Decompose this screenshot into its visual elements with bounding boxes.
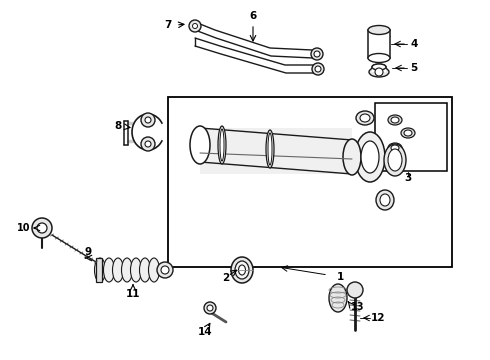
Circle shape	[193, 23, 197, 28]
Ellipse shape	[380, 194, 390, 206]
Circle shape	[157, 262, 173, 278]
Ellipse shape	[122, 258, 132, 282]
Ellipse shape	[218, 126, 226, 164]
Ellipse shape	[356, 111, 374, 125]
Ellipse shape	[372, 64, 386, 70]
Text: 10: 10	[17, 223, 31, 233]
Ellipse shape	[268, 133, 272, 165]
Ellipse shape	[355, 132, 385, 182]
Circle shape	[375, 68, 383, 76]
Text: 9: 9	[84, 247, 92, 257]
Ellipse shape	[369, 67, 389, 77]
Text: 4: 4	[410, 39, 417, 49]
Ellipse shape	[376, 190, 394, 210]
Ellipse shape	[368, 26, 390, 35]
Ellipse shape	[231, 257, 253, 283]
Circle shape	[32, 218, 52, 238]
Ellipse shape	[148, 258, 160, 282]
Circle shape	[141, 137, 155, 151]
Text: 14: 14	[197, 327, 212, 337]
Circle shape	[207, 305, 213, 311]
Bar	[372, 67, 386, 72]
Ellipse shape	[140, 258, 150, 282]
Circle shape	[145, 117, 151, 123]
Text: 2: 2	[222, 273, 230, 283]
Ellipse shape	[239, 265, 245, 275]
Ellipse shape	[95, 258, 105, 282]
Ellipse shape	[368, 54, 390, 63]
Bar	[375, 103, 447, 171]
Text: 8: 8	[114, 121, 122, 131]
Text: 1: 1	[336, 272, 343, 282]
Ellipse shape	[401, 128, 415, 138]
Ellipse shape	[361, 141, 379, 173]
Bar	[168, 97, 452, 267]
Ellipse shape	[391, 117, 399, 123]
Circle shape	[204, 302, 216, 314]
Circle shape	[141, 113, 155, 127]
Circle shape	[347, 282, 363, 298]
Circle shape	[161, 266, 169, 274]
Ellipse shape	[391, 145, 399, 151]
Circle shape	[315, 66, 321, 72]
Ellipse shape	[384, 144, 406, 176]
Ellipse shape	[372, 64, 386, 70]
Bar	[96, 258, 102, 282]
Ellipse shape	[130, 258, 142, 282]
Ellipse shape	[235, 261, 249, 279]
Circle shape	[189, 20, 201, 32]
Text: 11: 11	[126, 289, 140, 299]
Circle shape	[312, 63, 324, 75]
Ellipse shape	[266, 130, 274, 168]
Text: 3: 3	[404, 173, 412, 183]
Ellipse shape	[329, 284, 347, 312]
Ellipse shape	[190, 126, 210, 164]
Circle shape	[314, 51, 320, 57]
Circle shape	[37, 223, 47, 233]
Ellipse shape	[360, 114, 370, 122]
Ellipse shape	[388, 115, 402, 125]
Ellipse shape	[113, 258, 123, 282]
Bar	[200, 128, 352, 174]
Text: 13: 13	[351, 302, 365, 312]
Ellipse shape	[343, 139, 361, 175]
Text: 7: 7	[164, 20, 171, 30]
Text: 12: 12	[371, 313, 385, 323]
Ellipse shape	[220, 129, 224, 161]
Ellipse shape	[388, 149, 402, 171]
Text: 6: 6	[249, 11, 257, 21]
Ellipse shape	[404, 130, 412, 136]
Circle shape	[145, 141, 151, 147]
Bar	[368, 30, 390, 58]
Ellipse shape	[103, 258, 115, 282]
Ellipse shape	[388, 143, 402, 153]
Text: 5: 5	[410, 63, 417, 73]
Circle shape	[311, 48, 323, 60]
